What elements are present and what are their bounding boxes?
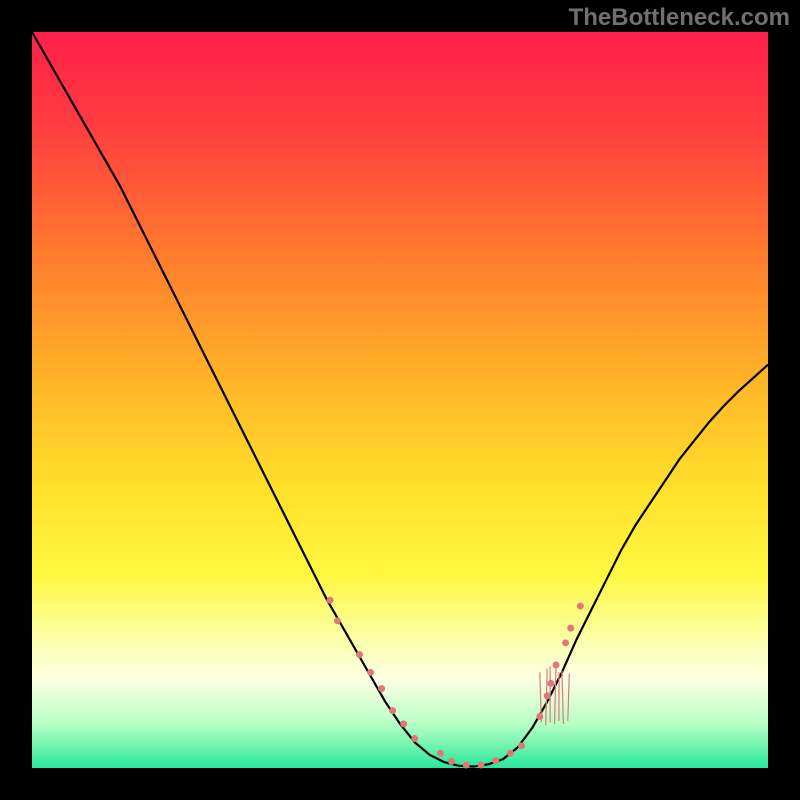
- marker-dot: [577, 603, 584, 610]
- marker-dot: [518, 742, 525, 749]
- plot-area: [32, 32, 768, 768]
- marker-dot: [544, 692, 551, 699]
- marker-dot: [367, 669, 374, 676]
- marker-dot: [507, 750, 514, 757]
- marker-dot: [562, 639, 569, 646]
- marker-dot: [411, 735, 418, 742]
- bottleneck-curve: [32, 32, 768, 767]
- marker-dot: [492, 757, 499, 764]
- marker-dot: [356, 651, 363, 658]
- marker-dot: [536, 713, 543, 720]
- marker-dot: [389, 707, 396, 714]
- marker-dot: [463, 762, 470, 769]
- chart-svg-layer: [32, 32, 768, 768]
- marker-dot: [567, 625, 574, 632]
- marker-dot: [437, 750, 444, 757]
- marker-dot: [334, 617, 341, 624]
- marker-dot: [400, 720, 407, 727]
- fuzz-strand: [562, 671, 563, 724]
- marker-dot: [477, 762, 484, 769]
- fuzz-strand: [568, 674, 569, 721]
- watermark-text: TheBottleneck.com: [569, 4, 790, 32]
- figure-frame: TheBottleneck.com: [0, 0, 800, 800]
- marker-dot: [547, 680, 554, 687]
- fuzz-strand: [555, 665, 556, 724]
- marker-dot: [448, 758, 455, 765]
- marker-dot: [553, 661, 560, 668]
- marker-dot: [327, 597, 334, 604]
- marker-dot: [378, 685, 385, 692]
